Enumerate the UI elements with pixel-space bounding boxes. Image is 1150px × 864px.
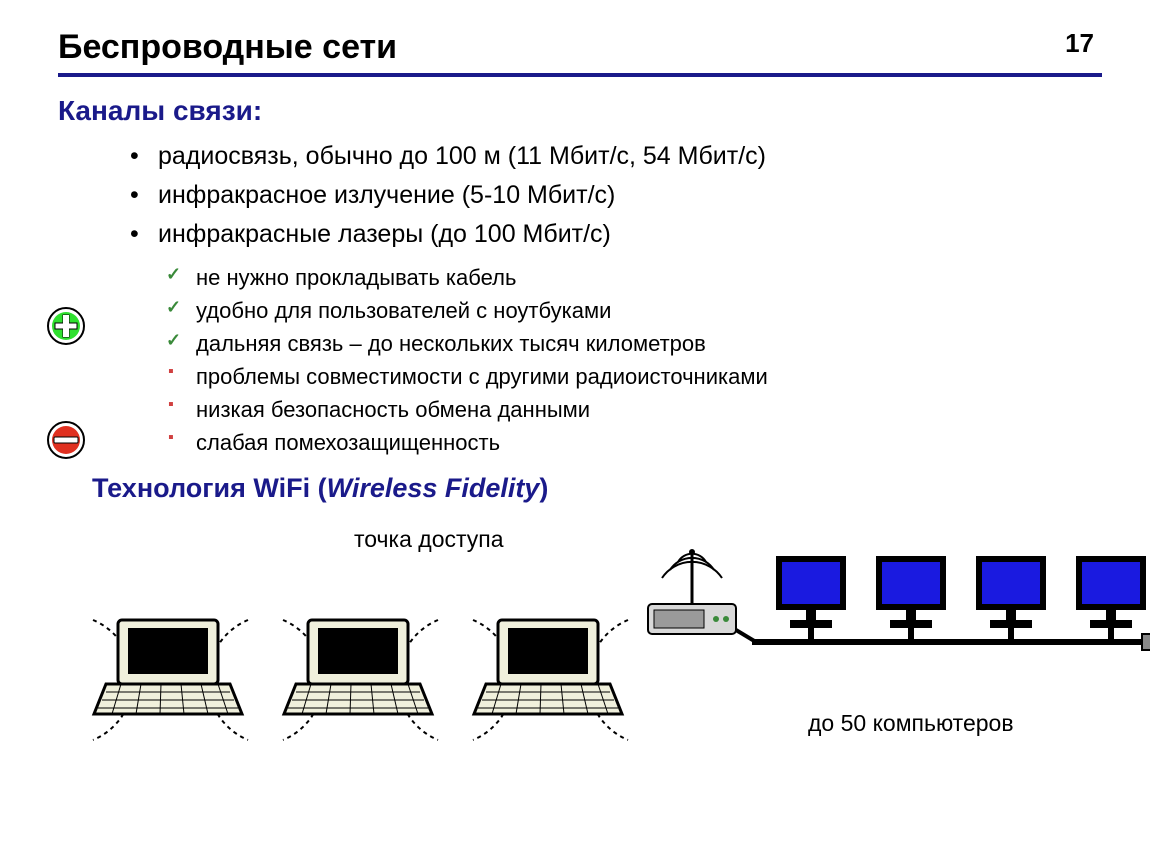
laptop-icon [284, 620, 432, 714]
cons-item: проблемы совместимости с другими радиоис… [166, 360, 1102, 393]
plus-badge-icon [46, 306, 86, 346]
pc-icon [876, 556, 946, 642]
wifi-diagram: точка доступа [58, 510, 1102, 760]
pros-item: дальняя связь – до нескольких тысяч кило… [166, 327, 1102, 360]
title-rule [58, 73, 1102, 77]
pros-item: удобно для пользователей с ноутбуками [166, 294, 1102, 327]
minus-badge-icon [46, 420, 86, 460]
access-point-icon [648, 549, 756, 642]
cons-item: слабая помехозащищенность [166, 426, 1102, 459]
wifi-heading-suffix: ) [539, 473, 548, 503]
wifi-heading-italic: Wireless Fidelity [327, 473, 540, 503]
pc-icon [776, 556, 846, 642]
footer-label: до 50 компьютеров [808, 710, 1014, 737]
laptop-icon [94, 620, 242, 714]
channel-item: радиосвязь, обычно до 100 м (11 Мбит/с, … [130, 137, 1102, 176]
section-heading: Каналы связи: [58, 95, 1102, 127]
channel-list: радиосвязь, обычно до 100 м (11 Мбит/с, … [58, 137, 1102, 253]
page-number: 17 [1065, 28, 1094, 59]
wifi-heading-prefix: Технология WiFi ( [92, 473, 327, 503]
pc-icon [976, 556, 1046, 642]
laptop-icon [474, 620, 622, 714]
cons-item: низкая безопасность обмена данными [166, 393, 1102, 426]
wifi-heading: Технология WiFi (Wireless Fidelity) [92, 473, 1102, 504]
pc-icon [1076, 556, 1146, 642]
slide-title: Беспроводные сети [58, 28, 1102, 67]
pros-list: не нужно прокладывать кабель удобно для … [58, 261, 1102, 360]
cons-list: проблемы совместимости с другими радиоис… [58, 360, 1102, 459]
channel-item: инфракрасное излучение (5-10 Мбит/с) [130, 176, 1102, 215]
channel-item: инфракрасные лазеры (до 100 Мбит/с) [130, 215, 1102, 254]
pros-item: не нужно прокладывать кабель [166, 261, 1102, 294]
